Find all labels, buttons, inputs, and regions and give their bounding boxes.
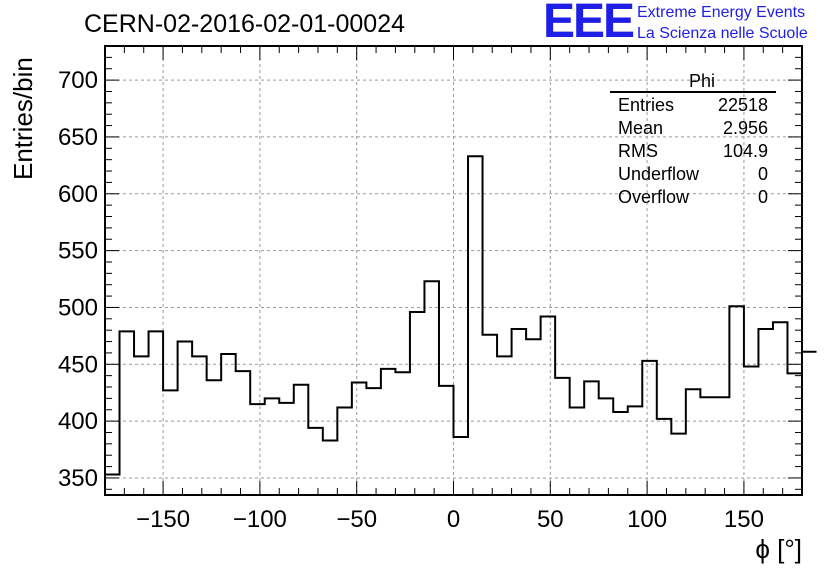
x-axis-label: ϕ [°] — [755, 534, 802, 564]
stats-label: Underflow — [618, 164, 700, 184]
y-tick-label: 650 — [58, 124, 98, 151]
stats-label: Mean — [618, 118, 664, 138]
histogram-series — [105, 155, 817, 476]
stats-row: Mean 2.956 — [610, 117, 776, 140]
y-tick-label: 400 — [58, 408, 98, 435]
y-tick-label: 700 — [58, 67, 98, 94]
x-tick-label: −50 — [336, 506, 377, 533]
x-tick-label: −150 — [136, 506, 190, 533]
stats-value: 0 — [757, 187, 768, 207]
logo-caption-line2: La Scienza nelle Scuole — [637, 25, 808, 42]
stats-divider — [610, 91, 776, 93]
stats-row: Entries 22518 — [610, 94, 776, 117]
x-tick-label: 50 — [537, 506, 564, 533]
y-tick-label: 350 — [58, 465, 98, 492]
stats-label: Entries — [618, 95, 675, 115]
y-axis: 350 400 450 500 550 600 650 700 — [58, 45, 802, 492]
x-tick-label: −100 — [233, 506, 287, 533]
stats-value: 2.956 — [722, 118, 768, 138]
stats-row: RMS 104.9 — [610, 140, 776, 163]
chart-title: CERN-02-2016-02-01-00024 — [84, 10, 406, 38]
eee-logo: EEE — [543, 0, 635, 48]
stats-title: Phi — [688, 71, 715, 91]
x-tick-label: 100 — [627, 506, 667, 533]
stats-row: Underflow 0 — [610, 163, 776, 186]
stats-value: 0 — [757, 164, 768, 184]
stats-row: Overflow 0 — [610, 186, 776, 209]
y-tick-label: 500 — [58, 294, 98, 321]
x-tick-label: 150 — [724, 506, 764, 533]
y-tick-label: 550 — [58, 238, 98, 265]
stats-value: 104.9 — [722, 141, 768, 161]
x-axis: −150 −100 −50 0 50 100 150 — [104, 46, 803, 533]
stats-value: 22518 — [717, 95, 768, 115]
stats-box: Phi Entries 22518 Mean 2.956 RMS 104.9 Unde… — [610, 72, 776, 209]
x-tick-label: 0 — [447, 506, 460, 533]
logo-caption-line1: Extreme Energy Events — [637, 4, 806, 21]
y-tick-label: 600 — [58, 181, 98, 208]
y-axis-label: Entries/bin — [8, 57, 38, 180]
stats-label: Overflow — [618, 187, 690, 207]
stats-label: RMS — [618, 141, 658, 161]
y-tick-label: 450 — [58, 351, 98, 378]
